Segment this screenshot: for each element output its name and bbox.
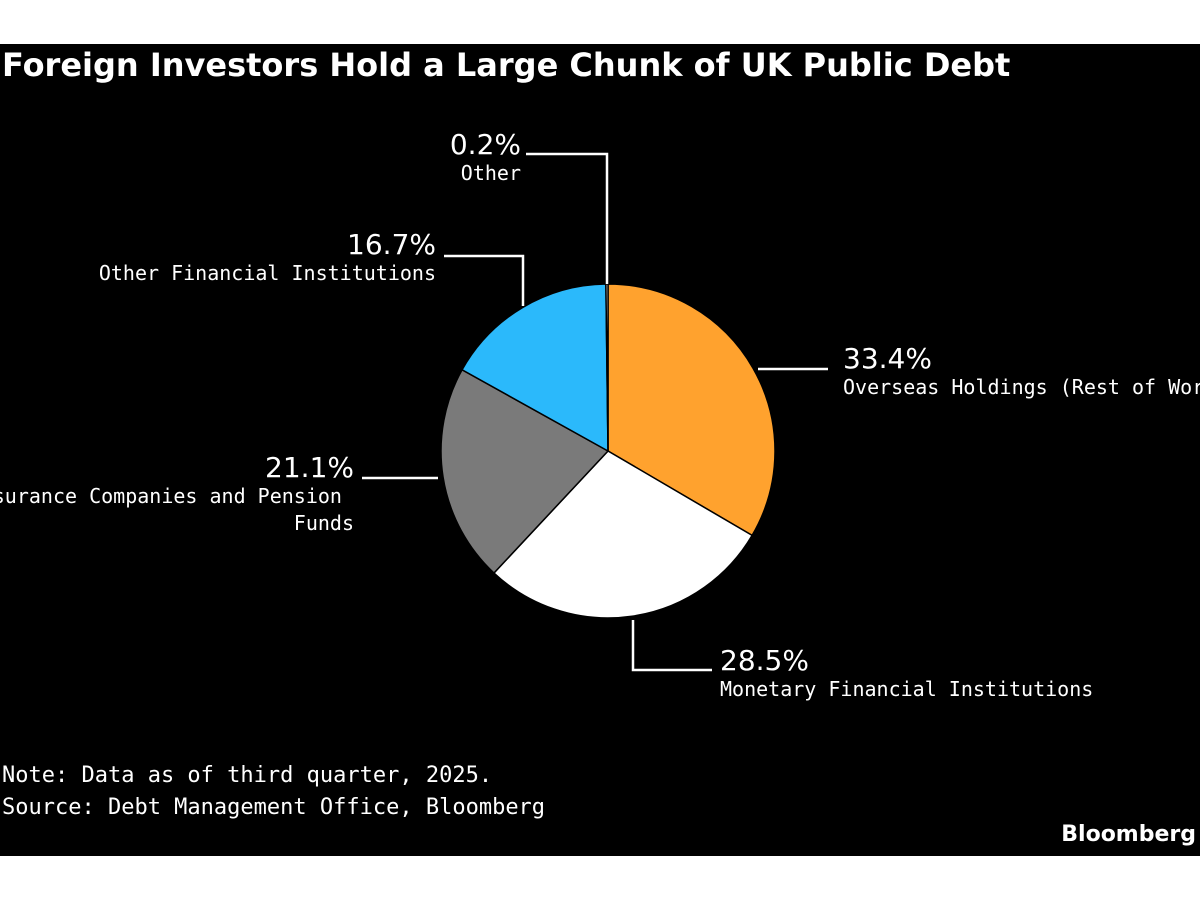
value-label-overseas: 33.4% xyxy=(843,342,932,375)
pie-slice-other-financial-institutions xyxy=(461,283,609,453)
chart-panel: Foreign Investors Hold a Large Chunk of … xyxy=(0,44,1200,856)
source-text: Source: Debt Management Office, Bloomber… xyxy=(2,795,546,820)
pie-slice-insurance-companies-and-pension-funds xyxy=(440,368,610,575)
leader-line-ofi xyxy=(444,254,525,306)
chart-title: Foreign Investors Hold a Large Chunk of … xyxy=(2,46,1011,84)
category-label-other: Other xyxy=(461,161,521,185)
value-label-ofi: 16.7% xyxy=(347,228,436,261)
chart-notes: Note: Data as of third quarter, 2025. So… xyxy=(2,760,545,824)
note-text: Note: Data as of third quarter, 2025. xyxy=(2,763,493,788)
leader-line-other xyxy=(526,152,609,284)
leader-line-mfi xyxy=(631,620,712,672)
pie-slice-monetary-financial-institutions xyxy=(492,450,754,619)
pie-slices xyxy=(440,283,776,619)
category-label-overseas: Overseas Holdings (Rest of World) xyxy=(843,375,1200,399)
bloomberg-logo: Bloomberg xyxy=(1061,822,1196,847)
category-label-ofi: Other Financial Institutions xyxy=(99,261,436,285)
pie-slice-overseas-holdings-rest-of-world xyxy=(607,283,776,537)
category-label-insurance-line-2: Funds xyxy=(294,511,354,535)
value-label-mfi: 28.5% xyxy=(720,644,809,677)
value-label-other: 0.2% xyxy=(450,128,521,161)
pie-chart: 33.4% Overseas Holdings (Rest of World) … xyxy=(0,128,1200,701)
value-label-insurance: 21.1% xyxy=(265,451,354,484)
category-label-insurance-line-1: Insurance Companies and Pension xyxy=(0,484,342,508)
category-label-mfi: Monetary Financial Institutions xyxy=(720,677,1093,701)
slice-labels: 33.4% Overseas Holdings (Rest of World) … xyxy=(0,128,1200,701)
leader-lines xyxy=(362,152,828,672)
category-label-insurance: Insurance Companies and Pension Funds xyxy=(0,484,354,535)
